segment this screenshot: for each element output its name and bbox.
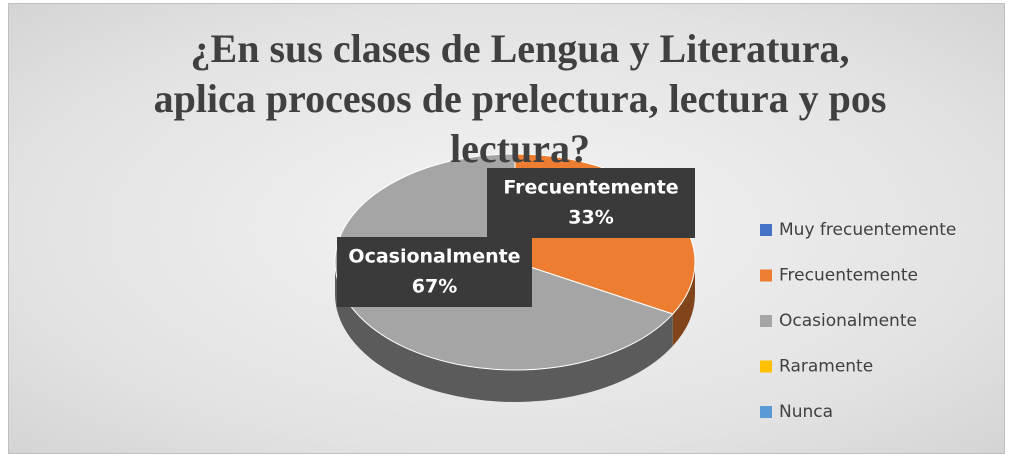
pie-slice-side [672,262,695,347]
legend: Muy frecuentemente Frecuentemente Ocasiona… [760,220,956,422]
legend-swatch [760,224,772,236]
legend-label: Muy frecuentemente [779,220,956,240]
legend-swatch [760,269,772,282]
legend-label: Ocasionalmente [779,311,917,331]
data-label-box [487,168,695,238]
pie-slice-side [335,262,673,402]
legend-swatch [760,315,772,327]
data-label-box [337,237,532,307]
data-label-value: 67% [412,276,457,298]
legend-label: Nunca [779,402,833,422]
legend-label: Raramente [779,357,873,377]
legend-swatch [760,360,772,373]
legend-label: Frecuentemente [779,266,918,286]
data-label-name: Frecuentemente [503,177,678,199]
chart-title: ¿En sus clases de Lengua y Literatura, a… [153,26,887,171]
data-label-value: 33% [568,207,613,229]
legend-swatch [760,406,772,418]
data-label-name: Ocasionalmente [348,246,520,268]
